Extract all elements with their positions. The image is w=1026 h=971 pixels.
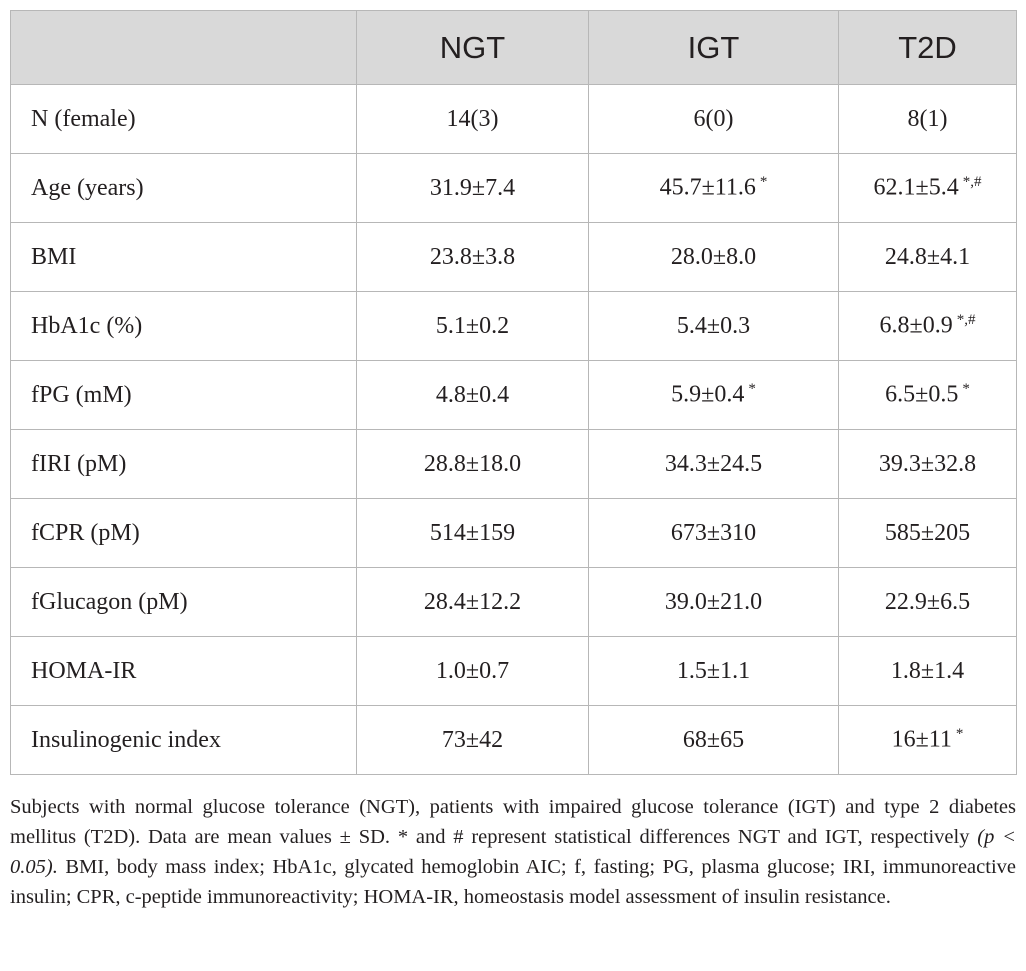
value-cell-ngt: 1.0±0.7: [356, 636, 589, 706]
header-cell-empty: [10, 10, 357, 85]
table-header-row: NGT IGT T2D: [10, 10, 1017, 85]
row-label-cell: Insulinogenic index: [10, 705, 357, 775]
cell-value: 28.0±8.0: [670, 243, 757, 270]
cell-value: 31.9±7.4: [429, 174, 516, 201]
table-footnote: Subjects with normal glucose tolerance (…: [10, 792, 1016, 912]
row-label-cell: HbA1c (%): [10, 291, 357, 361]
table-row: Age (years) 31.9±7.4 45.7±11.6 * 62.1±5.4 *,#: [10, 153, 1017, 223]
value-cell-t2d: 16±11 *: [838, 705, 1017, 775]
table-row: fCPR (pM) 514±159 673±310 585±205: [10, 498, 1017, 568]
cell-value: 39.0±21.0: [664, 588, 763, 615]
row-label-cell: fIRI (pM): [10, 429, 357, 499]
value-cell-ngt: 31.9±7.4: [356, 153, 589, 223]
value-cell-ngt: 514±159: [356, 498, 589, 568]
cell-value: 22.9±6.5: [884, 588, 971, 615]
cell-value: 14(3): [446, 105, 499, 132]
table-row: Insulinogenic index 73±42 68±65 16±11 *: [10, 705, 1017, 775]
value-cell-igt: 673±310: [588, 498, 839, 568]
value-cell-igt: 68±65: [588, 705, 839, 775]
significance-mark: *,#: [956, 312, 976, 329]
cell-value: 585±205: [884, 519, 971, 546]
value-cell-igt: 39.0±21.0: [588, 567, 839, 637]
value-cell-t2d: 1.8±1.4: [838, 636, 1017, 706]
cell-value: 8(1): [907, 105, 948, 132]
cell-value: 6(0): [693, 105, 734, 132]
footnote-text-2: BMI, body mass index; HbA1c, glycated he…: [10, 856, 1016, 908]
value-cell-ngt: 28.4±12.2: [356, 567, 589, 637]
significance-mark: *: [748, 381, 756, 398]
cell-value: 73±42: [441, 726, 504, 753]
cell-value: 62.1±5.4: [873, 174, 959, 201]
cell-value: 45.7±11.6: [659, 174, 756, 201]
table-row: BMI 23.8±3.8 28.0±8.0 24.8±4.1: [10, 222, 1017, 292]
value-cell-igt: 28.0±8.0: [588, 222, 839, 292]
value-cell-t2d: 62.1±5.4 *,#: [838, 153, 1017, 223]
cell-value: 68±65: [682, 726, 745, 753]
cell-value: 39.3±32.8: [878, 450, 977, 477]
value-cell-ngt: 5.1±0.2: [356, 291, 589, 361]
value-cell-t2d: 39.3±32.8: [838, 429, 1017, 499]
footnote-text-1: Subjects with normal glucose tolerance (…: [10, 796, 1016, 848]
cell-value: 5.1±0.2: [435, 312, 510, 339]
row-label-cell: HOMA-IR: [10, 636, 357, 706]
cell-value: 28.8±18.0: [423, 450, 522, 477]
table-row: N (female) 14(3) 6(0) 8(1): [10, 84, 1017, 154]
cell-value: 6.5±0.5: [885, 381, 959, 408]
significance-mark: *: [955, 726, 964, 743]
row-label-cell: fGlucagon (pM): [10, 567, 357, 637]
cell-value: 1.0±0.7: [435, 657, 510, 684]
row-label-cell: Age (years): [10, 153, 357, 223]
value-cell-igt: 5.9±0.4 *: [588, 360, 839, 430]
cell-value: 1.8±1.4: [890, 657, 965, 684]
cell-value: 24.8±4.1: [884, 243, 971, 270]
significance-mark: *: [759, 174, 768, 191]
table-row: fGlucagon (pM) 28.4±12.2 39.0±21.0 22.9±6.5: [10, 567, 1017, 637]
significance-mark: *,#: [962, 174, 982, 191]
value-cell-igt: 1.5±1.1: [588, 636, 839, 706]
table-body: N (female) 14(3) 6(0) 8(1) Age (years) 31.9±7…: [10, 84, 1017, 775]
cell-value: 23.8±3.8: [429, 243, 516, 270]
table-row: fPG (mM) 4.8±0.4 5.9±0.4 * 6.5±0.5 *: [10, 360, 1017, 430]
cell-value: 673±310: [670, 519, 757, 546]
table-row: HOMA-IR 1.0±0.7 1.5±1.1 1.8±1.4: [10, 636, 1017, 706]
value-cell-t2d: 8(1): [838, 84, 1017, 154]
value-cell-t2d: 24.8±4.1: [838, 222, 1017, 292]
significance-mark: *: [962, 381, 970, 398]
cell-value: 4.8±0.4: [435, 381, 510, 408]
footnote-text-italic: (p < 0.05).: [10, 826, 1016, 878]
cell-value: 16±11: [891, 726, 952, 753]
data-table: NGT IGT T2D N (female) 14(3) 6(0) 8(1) Age (…: [10, 10, 1017, 775]
value-cell-ngt: 4.8±0.4: [356, 360, 589, 430]
value-cell-ngt: 73±42: [356, 705, 589, 775]
value-cell-igt: 6(0): [588, 84, 839, 154]
value-cell-igt: 5.4±0.3: [588, 291, 839, 361]
value-cell-t2d: 6.5±0.5 *: [838, 360, 1017, 430]
row-label-cell: fPG (mM): [10, 360, 357, 430]
header-cell-ngt: NGT: [356, 10, 589, 85]
header-cell-t2d: T2D: [838, 10, 1017, 85]
value-cell-igt: 34.3±24.5: [588, 429, 839, 499]
value-cell-ngt: 14(3): [356, 84, 589, 154]
table-row: HbA1c (%) 5.1±0.2 5.4±0.3 6.8±0.9 *,#: [10, 291, 1017, 361]
cell-value: 6.8±0.9: [879, 312, 953, 339]
row-label-cell: BMI: [10, 222, 357, 292]
table-row: fIRI (pM) 28.8±18.0 34.3±24.5 39.3±32.8: [10, 429, 1017, 499]
value-cell-t2d: 22.9±6.5: [838, 567, 1017, 637]
value-cell-t2d: 6.8±0.9 *,#: [838, 291, 1017, 361]
cell-value: 514±159: [429, 519, 516, 546]
row-label-cell: N (female): [10, 84, 357, 154]
header-cell-igt: IGT: [588, 10, 839, 85]
cell-value: 28.4±12.2: [423, 588, 522, 615]
table-container: NGT IGT T2D N (female) 14(3) 6(0) 8(1) Age (…: [10, 10, 1017, 775]
cell-value: 5.4±0.3: [676, 312, 751, 339]
value-cell-igt: 45.7±11.6 *: [588, 153, 839, 223]
cell-value: 5.9±0.4: [671, 381, 745, 408]
cell-value: 34.3±24.5: [664, 450, 763, 477]
row-label-cell: fCPR (pM): [10, 498, 357, 568]
value-cell-t2d: 585±205: [838, 498, 1017, 568]
value-cell-ngt: 28.8±18.0: [356, 429, 589, 499]
cell-value: 1.5±1.1: [676, 657, 751, 684]
value-cell-ngt: 23.8±3.8: [356, 222, 589, 292]
